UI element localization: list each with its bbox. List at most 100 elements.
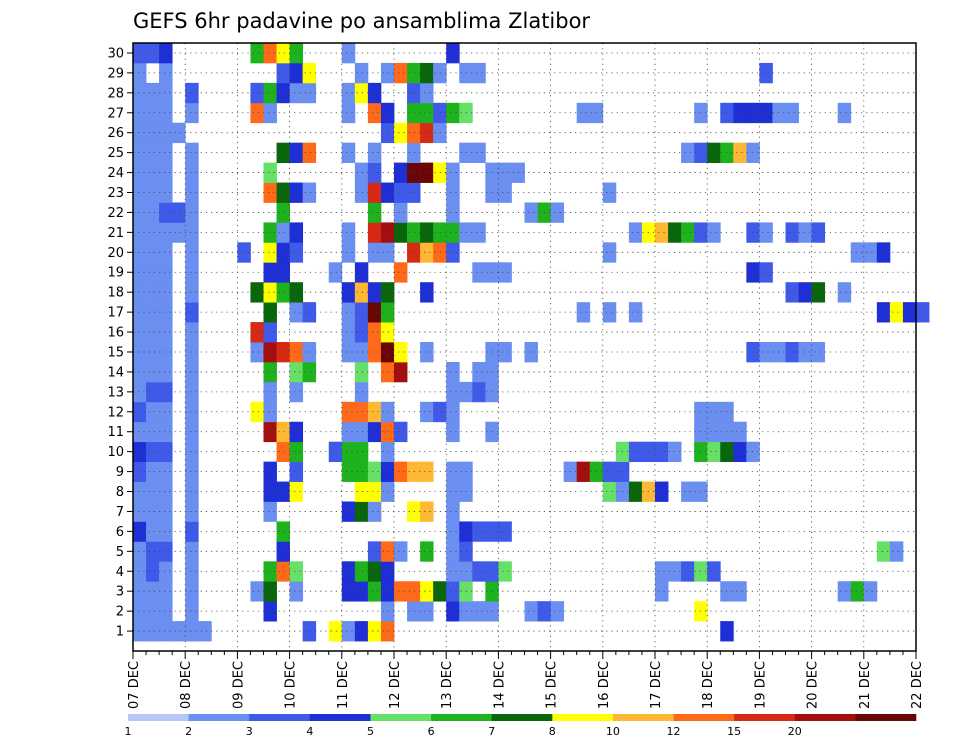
data-cell: [354, 361, 369, 383]
y-tick-label: 21: [107, 226, 124, 241]
data-cell: [394, 421, 408, 443]
y-tick-label: 13: [107, 385, 124, 400]
data-cell: [446, 461, 460, 482]
data-cell: [446, 202, 460, 223]
x-tick-label: 21 DEC: [858, 661, 873, 709]
data-cell: [394, 222, 408, 243]
data-cell: [407, 222, 421, 243]
colorbar-label: 4: [306, 725, 313, 738]
data-cell: [289, 441, 304, 463]
data-cell: [367, 561, 382, 582]
data-cell: [811, 222, 826, 243]
data-cell: [146, 421, 160, 443]
data-cell: [328, 621, 343, 642]
data-cell: [472, 561, 486, 582]
data-cell: [772, 342, 786, 363]
data-cell: [367, 401, 382, 423]
data-cell: [185, 342, 199, 363]
data-cell: [681, 481, 695, 502]
data-cell: [276, 242, 290, 263]
x-tick-label: 16 DEC: [597, 661, 612, 709]
data-cell: [681, 142, 695, 163]
data-cell: [185, 222, 199, 243]
data-cell: [407, 581, 421, 602]
data-cell: [133, 441, 147, 463]
data-cell: [159, 102, 173, 124]
data-cell: [341, 401, 356, 423]
y-tick-label: 2: [116, 605, 124, 620]
data-cell: [146, 322, 160, 343]
data-cell: [394, 162, 408, 183]
data-cell: [394, 581, 408, 602]
y-tick-label: 4: [116, 565, 124, 580]
data-cell: [276, 222, 290, 243]
data-cell: [354, 62, 369, 84]
colorbar-swatch: [855, 714, 917, 721]
colorbar-swatch: [734, 714, 796, 721]
data-cell: [302, 361, 317, 383]
data-cell: [407, 461, 421, 482]
data-cell: [380, 401, 395, 423]
data-cell: [276, 182, 290, 203]
data-cell: [380, 541, 395, 562]
data-cell: [746, 262, 760, 283]
data-cell: [380, 342, 395, 363]
data-cell: [354, 182, 369, 203]
data-cell: [185, 521, 199, 542]
y-tick-label: 9: [116, 465, 124, 480]
data-cell: [146, 142, 160, 163]
data-cell: [420, 282, 434, 303]
data-cell: [341, 501, 356, 522]
data-cell: [276, 82, 290, 104]
colorbar-swatch: [370, 714, 432, 721]
data-cell: [876, 302, 891, 323]
data-cell: [354, 561, 369, 582]
data-cell: [367, 621, 382, 642]
data-cell: [367, 461, 382, 482]
data-cell: [811, 342, 826, 363]
data-cell: [341, 581, 356, 602]
data-cell: [146, 122, 160, 144]
data-cell: [380, 222, 395, 243]
data-cell: [354, 481, 369, 502]
data-cell: [289, 222, 304, 243]
data-cell: [263, 401, 277, 423]
data-cell: [759, 62, 773, 84]
data-cell: [446, 561, 460, 582]
data-cell: [354, 421, 369, 443]
data-cell: [289, 62, 304, 84]
data-cell: [420, 601, 434, 622]
data-cell: [446, 242, 460, 263]
data-cell: [146, 601, 160, 622]
data-cell: [380, 182, 395, 203]
data-cell: [407, 82, 421, 104]
data-cell: [185, 561, 199, 582]
data-cell: [733, 581, 747, 602]
data-cell: [446, 102, 460, 124]
data-cell: [263, 581, 277, 602]
data-cell: [133, 202, 147, 223]
data-cell: [446, 43, 460, 64]
y-tick-label: 5: [116, 545, 124, 560]
data-cell: [811, 282, 826, 303]
data-cell: [472, 361, 486, 383]
data-cell: [159, 561, 173, 582]
data-cell: [446, 541, 460, 562]
data-cell: [146, 461, 160, 482]
colorbar-label: 3: [246, 725, 253, 738]
data-cell: [185, 481, 199, 502]
y-tick-label: 14: [107, 365, 124, 380]
data-cell: [798, 342, 812, 363]
data-cell: [602, 461, 617, 482]
data-cell: [354, 461, 369, 482]
data-cell: [289, 142, 304, 163]
data-cell: [185, 82, 199, 104]
data-cell: [420, 242, 434, 263]
data-cell: [159, 302, 173, 323]
data-cell: [837, 102, 852, 124]
data-cell: [380, 242, 395, 263]
data-cell: [276, 62, 290, 84]
data-cell: [172, 202, 186, 223]
data-cell: [628, 481, 643, 502]
data-cell: [550, 601, 565, 622]
